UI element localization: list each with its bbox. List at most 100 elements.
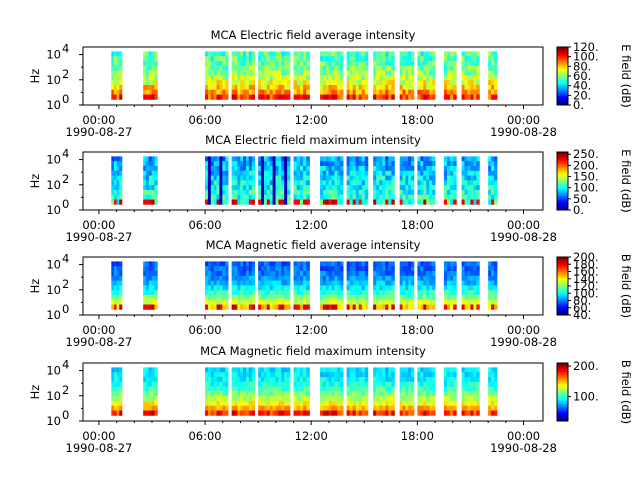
heatmap-cell	[420, 185, 424, 191]
heatmap-cell	[352, 56, 357, 62]
heatmap-cell	[306, 156, 310, 162]
heatmap-cell	[337, 396, 341, 402]
heatmap-cell	[331, 290, 335, 296]
heatmap-cell	[272, 185, 276, 191]
heatmap-cell	[293, 285, 298, 291]
heatmap-cell	[111, 396, 115, 402]
heatmap-cell	[476, 84, 480, 91]
heatmap-cell	[373, 75, 377, 81]
heatmap-cell	[352, 372, 357, 378]
heatmap-cell	[391, 75, 395, 81]
heatmap-cell	[299, 410, 304, 416]
heatmap-cell	[388, 75, 392, 81]
heatmap-cell	[405, 270, 409, 277]
heatmap-cell	[225, 89, 229, 95]
heatmap-cell	[399, 266, 403, 272]
heatmap-cell	[151, 51, 155, 57]
heatmap-cell	[426, 94, 430, 100]
heatmap-cell	[148, 56, 153, 62]
heatmap-cell	[467, 261, 471, 267]
heatmap-cell	[373, 290, 377, 296]
heatmap-cell	[361, 381, 366, 387]
heatmap-cell	[303, 294, 307, 301]
heatmap-cell	[237, 270, 241, 277]
heatmap-cell	[213, 285, 217, 291]
heatmap-cell	[382, 165, 386, 172]
heatmap-cell	[325, 60, 330, 67]
heatmap-cell	[151, 372, 155, 378]
heatmap-cell	[334, 60, 338, 67]
heatmap-cell	[306, 194, 310, 200]
heatmap-cell	[222, 299, 226, 305]
heatmap-cell	[376, 381, 380, 387]
heatmap-cell	[154, 84, 158, 91]
heatmap-cell	[402, 381, 406, 387]
heatmap-cell	[379, 400, 383, 407]
heatmap-cell	[382, 275, 386, 281]
heatmap-cell	[143, 156, 147, 162]
heatmap-cell	[225, 266, 229, 272]
heatmap-cell	[337, 367, 341, 373]
heatmap-cell	[402, 410, 406, 416]
y-tick-exponent: 0	[62, 197, 69, 211]
heatmap-cell	[364, 56, 369, 62]
heatmap-cell	[219, 156, 223, 162]
heatmap-cell	[113, 75, 118, 81]
heatmap-cell	[467, 405, 471, 411]
heatmap-cell	[364, 376, 369, 383]
heatmap-cell	[210, 94, 215, 100]
heatmap-cell	[388, 290, 392, 296]
heatmap-cell	[361, 94, 366, 100]
colorbar-swatch	[557, 73, 568, 75]
heatmap-cell	[210, 165, 215, 172]
heatmap-cell	[340, 405, 344, 411]
heatmap-cell	[429, 94, 433, 100]
heatmap-cell	[278, 65, 282, 71]
heatmap-cell	[453, 94, 457, 100]
heatmap-cell	[148, 194, 153, 200]
heatmap-cell	[447, 156, 451, 162]
heatmap-cell	[382, 60, 386, 67]
heatmap-cell	[275, 266, 279, 272]
heatmap-cell	[299, 51, 304, 57]
heatmap-cell	[219, 266, 223, 272]
heatmap-cell	[488, 180, 492, 186]
heatmap-cell	[361, 386, 366, 392]
heatmap-cell	[234, 199, 238, 205]
colorbar-swatch	[557, 55, 568, 58]
heatmap-cell	[225, 304, 229, 310]
heatmap-cell	[385, 285, 389, 291]
heatmap-cell	[391, 94, 395, 100]
heatmap-cell	[432, 185, 436, 191]
heatmap-cell	[334, 156, 338, 162]
heatmap-cell	[284, 156, 288, 162]
heatmap-cell	[488, 280, 492, 286]
heatmap-cell	[405, 372, 409, 378]
heatmap-cell	[263, 89, 268, 95]
heatmap-cell	[278, 180, 282, 186]
colorbar-swatch	[557, 416, 568, 419]
heatmap-cell	[231, 391, 235, 397]
heatmap-cell	[261, 381, 265, 387]
heatmap-cell	[488, 266, 492, 272]
heatmap-cell	[216, 367, 220, 373]
heatmap-cell	[272, 285, 276, 291]
heatmap-cell	[346, 60, 351, 67]
heatmap-cell	[207, 396, 212, 402]
heatmap-cell	[411, 294, 415, 301]
heatmap-cell	[225, 372, 229, 378]
heatmap-cell	[340, 270, 344, 277]
heatmap-cell	[461, 199, 465, 205]
heatmap-cell	[322, 84, 327, 91]
heatmap-cell	[296, 165, 301, 172]
heatmap-cell	[429, 199, 433, 205]
heatmap-cell	[116, 189, 120, 196]
heatmap-cell	[263, 51, 268, 57]
heatmap-cell	[488, 372, 492, 378]
heatmap-cell	[426, 75, 430, 81]
heatmap-cell	[148, 275, 153, 281]
heatmap-cell	[473, 405, 477, 411]
heatmap-cell	[293, 391, 298, 397]
heatmap-cell	[473, 396, 477, 402]
heatmap-cell	[355, 381, 360, 387]
